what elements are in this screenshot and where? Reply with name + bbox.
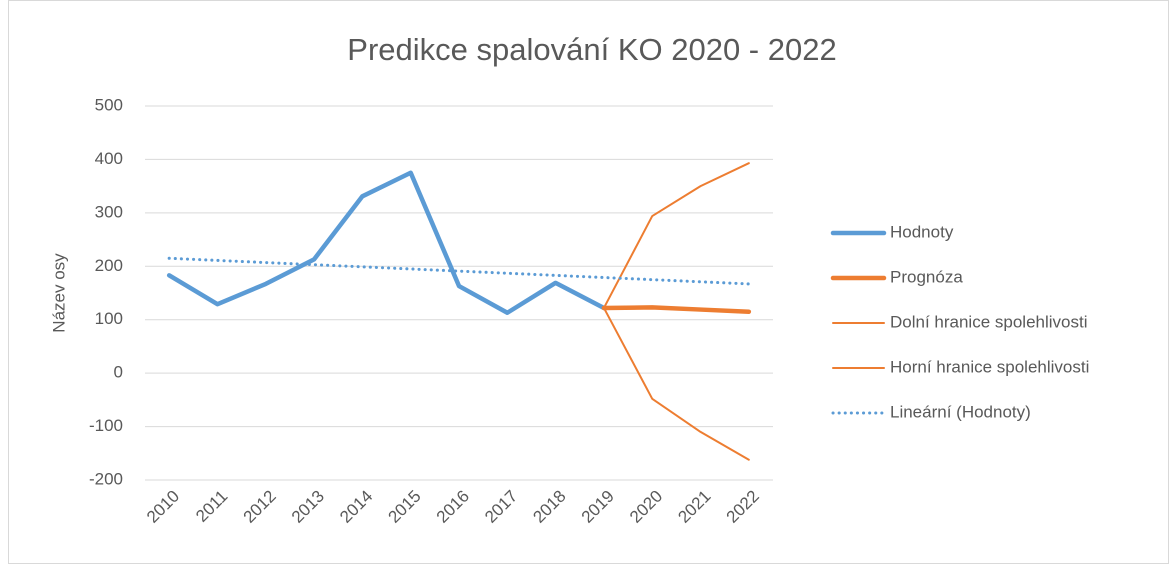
legend-label: Dolní hranice spolehlivosti xyxy=(890,312,1088,331)
y-tick-label: -200 xyxy=(89,469,123,488)
y-tick-label: 300 xyxy=(95,202,123,221)
y-tick-label: 0 xyxy=(114,363,123,382)
y-tick-label: 200 xyxy=(95,256,123,275)
legend-label: Prognóza xyxy=(890,267,963,286)
legend-label: Lineární (Hodnoty) xyxy=(890,402,1031,421)
series-line xyxy=(166,170,607,316)
series-line xyxy=(167,256,751,286)
series-line xyxy=(601,305,752,314)
y-axis-label: Název osy xyxy=(49,253,68,333)
chart-title: Predikce spalování KO 2020 - 2022 xyxy=(347,32,836,67)
y-tick-label: 500 xyxy=(95,95,123,114)
y-tick-label: -100 xyxy=(89,416,123,435)
legend-label: Hodnoty xyxy=(890,222,954,241)
series-line xyxy=(602,162,750,309)
chart-frame xyxy=(8,0,1169,564)
legend-label: Horní hranice spolehlivosti xyxy=(890,357,1089,376)
series-line xyxy=(602,306,750,461)
y-tick-label: 100 xyxy=(95,309,123,328)
y-tick-label: 400 xyxy=(95,149,123,168)
